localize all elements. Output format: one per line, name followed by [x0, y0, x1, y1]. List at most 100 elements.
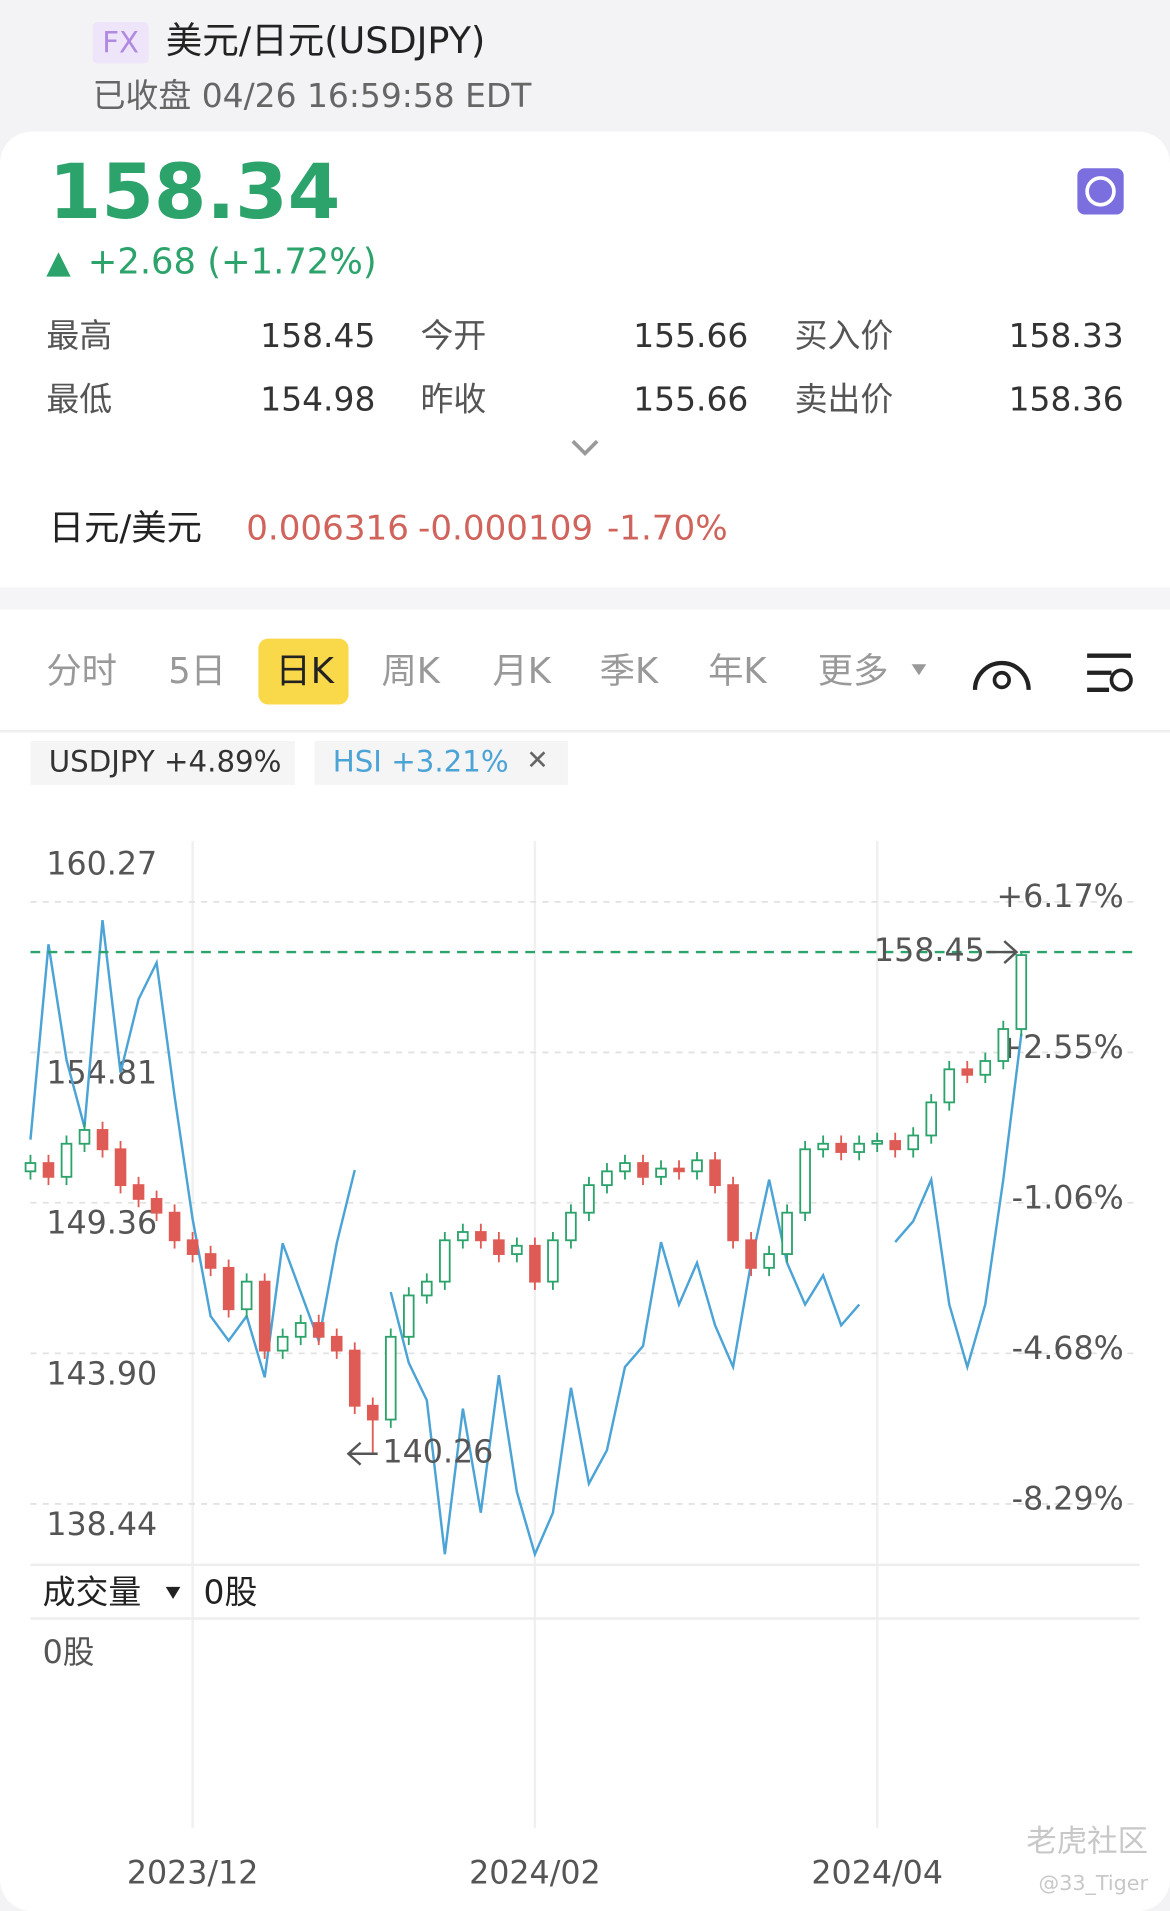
icon-glyph: [1109, 668, 1133, 692]
candle-body: [511, 1244, 523, 1255]
candle-body: [240, 1280, 253, 1311]
candle-body: [475, 1231, 487, 1242]
stat-value: 158.45: [260, 316, 375, 355]
candle-body: [997, 1028, 1010, 1062]
y2-tick-label: -1.06%: [1012, 1180, 1124, 1216]
stat-label: 今开: [420, 316, 486, 355]
tab-selected: [258, 638, 349, 705]
chip-hsi: HSI +3.21%: [333, 744, 509, 778]
candle-body: [889, 1140, 901, 1151]
watermark-user: @33_Tiger: [1039, 1871, 1149, 1896]
candle-body: [60, 1142, 73, 1178]
tab[interactable]: 年K: [708, 651, 767, 692]
high-arrow: [987, 940, 1019, 964]
x-tick-label: 2024/02: [469, 1855, 601, 1891]
tab[interactable]: 日K: [275, 651, 334, 692]
candle-body: [691, 1159, 703, 1173]
settings-icon[interactable]: [1077, 168, 1124, 215]
chip[interactable]: [314, 741, 568, 785]
high-label: 158.45: [874, 933, 985, 969]
y-tick-label: 143.90: [46, 1356, 157, 1392]
candle-body: [384, 1335, 397, 1421]
stat-value: 154.98: [260, 379, 375, 418]
candle-body: [529, 1244, 541, 1283]
y-tick-label: 160.27: [46, 846, 157, 882]
candle-body: [673, 1167, 685, 1173]
badge: FX: [102, 25, 139, 59]
tab[interactable]: 更多: [818, 651, 889, 692]
candle-body: [403, 1294, 415, 1338]
tab[interactable]: 5日: [168, 651, 226, 692]
candle-body: [745, 1239, 757, 1269]
inverse-price: 0.006316: [246, 509, 409, 549]
inverse-change: -0.000109: [418, 509, 593, 549]
candle-body: [601, 1170, 613, 1187]
candle-body: [493, 1239, 505, 1255]
stat-value: 158.33: [1009, 316, 1124, 355]
candle-body: [565, 1211, 577, 1242]
candle-body: [583, 1184, 595, 1214]
chip[interactable]: [30, 741, 295, 785]
y-tick-label: 154.81: [46, 1055, 157, 1091]
candle-body: [907, 1134, 920, 1151]
inverse-label: 日元/美元: [49, 508, 202, 549]
candle-body: [763, 1253, 775, 1269]
y-tick-label: 149.36: [46, 1206, 157, 1242]
candle-body: [835, 1142, 847, 1153]
change: +2.68 (+1.72%): [88, 241, 377, 282]
candle-body: [132, 1184, 145, 1200]
candle-body: [114, 1148, 127, 1187]
y-tick-label: 138.44: [46, 1507, 157, 1543]
stat-label: 最低: [46, 379, 112, 418]
stat-label: 买入价: [795, 316, 894, 355]
candle-body: [222, 1266, 235, 1311]
stat-label: 卖出价: [795, 379, 894, 418]
volume-value: 0股: [204, 1573, 258, 1612]
stat-value: 158.36: [1009, 379, 1124, 418]
candle-body: [457, 1231, 469, 1242]
x-tick-label: 2024/04: [811, 1855, 943, 1891]
candle-body: [799, 1148, 811, 1214]
candle-body: [1015, 954, 1028, 1030]
tab[interactable]: 季K: [600, 651, 659, 692]
candle-body: [186, 1239, 199, 1255]
expand[interactable]: [571, 439, 599, 456]
up-arrow: [46, 252, 71, 277]
candle-body: [312, 1322, 325, 1338]
tab[interactable]: 周K: [381, 651, 440, 692]
price: 158.34: [49, 148, 341, 236]
candle-body: [150, 1197, 163, 1214]
badge-bg: [92, 21, 149, 64]
candle-body: [366, 1404, 379, 1421]
candle-body: [709, 1159, 721, 1187]
candle-body: [817, 1142, 829, 1151]
chart: 2023/12 2024/02 2024/04 160.27 154.81 149.36 1…: [24, 840, 1140, 1891]
candle-body: [943, 1068, 956, 1104]
low-arrow: [346, 1441, 378, 1466]
candle-body: [961, 1068, 974, 1076]
y2-tick-label: -4.68%: [1012, 1331, 1124, 1367]
icon-glyph: [992, 670, 1011, 690]
tabs: 分时 5日 日K 周K 月K 季K 年K 更多: [46, 638, 927, 705]
candle-body: [871, 1140, 883, 1145]
candle-body: [276, 1335, 289, 1352]
tab[interactable]: 分时: [46, 651, 117, 692]
stat-label: 昨收: [420, 379, 486, 418]
candle-body: [637, 1162, 649, 1178]
candle-body: [727, 1184, 739, 1242]
draw-icon[interactable]: [1087, 653, 1131, 692]
stats: 最高 158.45 今开 155.66 买入价 158.33 最低 154.98 昨收 155.6…: [46, 316, 1123, 418]
candle-body: [78, 1129, 91, 1145]
indicator-icon[interactable]: [972, 660, 1031, 690]
y2-tick-label: -8.29%: [1012, 1481, 1124, 1517]
chip-main: USDJPY +4.89%: [49, 744, 282, 778]
chip-close[interactable]: ✕: [526, 745, 548, 776]
card: [0, 131, 1170, 1911]
low-label: 140.26: [383, 1435, 494, 1471]
candle-body: [348, 1349, 361, 1407]
volume-label: 成交量: [43, 1573, 142, 1612]
dropdown[interactable]: [165, 1586, 181, 1599]
tab[interactable]: 月K: [492, 651, 551, 692]
